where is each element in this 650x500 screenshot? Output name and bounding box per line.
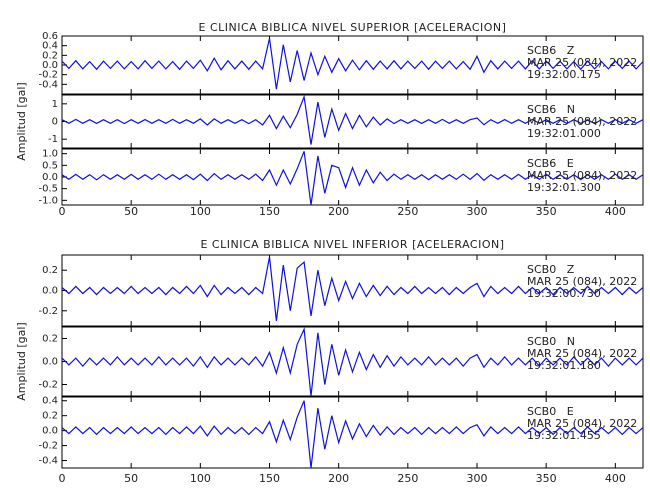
y-tick-label: 0.0 [42, 426, 58, 437]
y-tick-label: 0.2 [42, 50, 58, 61]
x-tick-label: 200 [328, 472, 349, 485]
y-tick-label: 1.0 [42, 149, 58, 160]
x-tick-label: 400 [605, 472, 626, 485]
trace-annotation: SCB6 E [527, 157, 574, 170]
trace-annotation: 19:32:01.300 [527, 181, 601, 194]
x-tick-label: 350 [536, 205, 557, 218]
waveform [61, 400, 644, 469]
trace-annotation: 19:32:01.455 [527, 429, 601, 442]
panel-frame [61, 396, 644, 469]
trace-annotation: MAR 25 (084), 2022 [527, 56, 637, 69]
y-tick-label: -1.0 [38, 195, 58, 206]
waveform [61, 94, 644, 145]
x-tick-label: 300 [467, 472, 488, 485]
y-tick-label: 0.2 [42, 265, 58, 276]
trace-annotation: MAR 25 (084), 2022 [527, 275, 637, 288]
y-axis-label: Amplitud [gal] [15, 322, 28, 400]
trace-annotation: MAR 25 (084), 2022 [527, 347, 637, 360]
trace-annotation: SCB0 E [527, 405, 574, 418]
y-tick-label: 0.6 [42, 31, 58, 42]
y-tick-label: -0.2 [38, 306, 58, 317]
x-tick-label: 200 [328, 205, 349, 218]
trace-annotation: MAR 25 (084), 2022 [527, 417, 637, 430]
y-tick-label: 0.2 [42, 334, 58, 345]
y-tick-label: -0.2 [38, 380, 58, 391]
trace-annotation: SCB6 Z [527, 44, 575, 57]
trace-annotation: SCB0 N [527, 335, 575, 348]
chart-title: E CLINICA BIBLICA NIVEL SUPERIOR [ACELER… [199, 21, 507, 34]
y-tick-label: -0.2 [38, 70, 58, 81]
waveform [61, 256, 644, 321]
x-tick-label: 150 [259, 472, 280, 485]
x-tick-label: 100 [190, 472, 211, 485]
y-tick-label: 0.0 [42, 286, 58, 297]
trace-annotation: 19:32:00.730 [527, 287, 601, 300]
y-tick-label: 0 [52, 117, 58, 128]
y-tick-label: 0.0 [42, 60, 58, 71]
x-tick-label: 400 [605, 205, 626, 218]
trace-annotation: 19:32:01.180 [527, 359, 601, 372]
x-tick-label: 350 [536, 472, 557, 485]
y-tick-label: -0.2 [38, 441, 58, 452]
trace-annotation: 19:32:01.000 [527, 127, 601, 140]
waveform [61, 151, 644, 206]
x-tick-label: 250 [397, 205, 418, 218]
y-tick-label: -0.4 [38, 79, 58, 90]
x-tick-label: 50 [124, 205, 138, 218]
x-tick-label: 100 [190, 205, 211, 218]
trace-annotation: SCB0 Z [527, 263, 575, 276]
y-tick-label: 0.0 [42, 172, 58, 183]
y-tick-label: -0.4 [38, 456, 58, 467]
x-tick-label: 150 [259, 205, 280, 218]
x-tick-label: 0 [59, 205, 66, 218]
x-tick-label: 300 [467, 205, 488, 218]
x-tick-label: 0 [59, 472, 66, 485]
trace-annotation: MAR 25 (084), 2022 [527, 115, 637, 128]
y-tick-label: 1 [52, 99, 58, 110]
chart-title: E CLINICA BIBLICA NIVEL INFERIOR [ACELER… [200, 238, 504, 251]
trace-annotation: SCB6 N [527, 103, 575, 116]
waveform [61, 327, 644, 397]
y-tick-label: 0.0 [42, 357, 58, 368]
y-tick-label: 0.5 [42, 160, 58, 171]
y-tick-label: 0.2 [42, 411, 58, 422]
trace-annotation: 19:32:00.175 [527, 68, 601, 81]
y-tick-label: 0.4 [42, 396, 58, 407]
y-tick-label: -0.5 [38, 184, 58, 195]
x-tick-label: 50 [124, 472, 138, 485]
trace-annotation: MAR 25 (084), 2022 [527, 169, 637, 182]
waveform [61, 38, 644, 90]
y-tick-label: 0.4 [42, 41, 58, 52]
y-axis-label: Amplitud [gal] [15, 82, 28, 160]
y-tick-label: -1 [48, 134, 58, 145]
x-tick-label: 250 [397, 472, 418, 485]
